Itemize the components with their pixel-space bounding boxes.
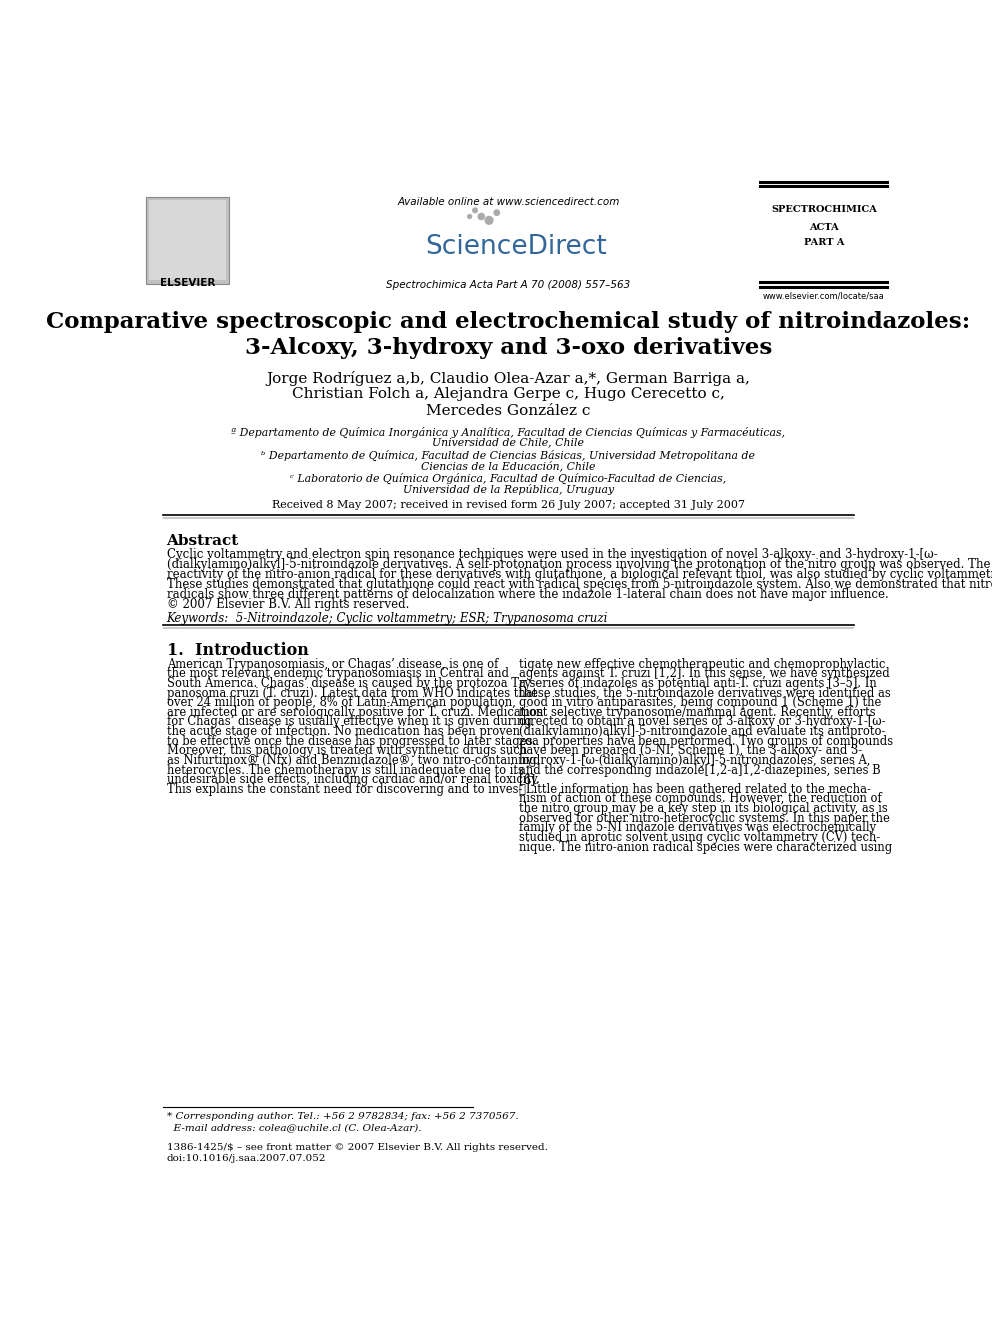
Text: good in vitro antiparasites, being compound 1 (Scheme 1) the: good in vitro antiparasites, being compo… xyxy=(519,696,882,709)
Text: as Nifurtimox® (Nfx) and Benznidazole®, two nitro-containing: as Nifurtimox® (Nfx) and Benznidazole®, … xyxy=(167,754,537,767)
Text: doi:10.1016/j.saa.2007.07.052: doi:10.1016/j.saa.2007.07.052 xyxy=(167,1154,326,1163)
Text: directed to obtain a novel series of 3-alkoxy or 3-hydroxy-1-[ω-: directed to obtain a novel series of 3-a… xyxy=(519,716,886,729)
Circle shape xyxy=(494,210,500,216)
Text: These studies demonstrated that glutathione could react with radical species fro: These studies demonstrated that glutathi… xyxy=(167,578,992,591)
Text: the most relevant endemic trypanosomiasis in Central and: the most relevant endemic trypanosomiasi… xyxy=(167,667,509,680)
Text: 1.  Introduction: 1. Introduction xyxy=(167,643,309,659)
Text: Jorge Rodríguez a,b, Claudio Olea-Azar a,*, German Barriga a,: Jorge Rodríguez a,b, Claudio Olea-Azar a… xyxy=(267,370,750,385)
Text: Keywords:  5-Nitroindazole; Cyclic voltammetry; ESR; Trypanosoma cruzi: Keywords: 5-Nitroindazole; Cyclic voltam… xyxy=(167,611,608,624)
Text: Received 8 May 2007; received in revised form 26 July 2007; accepted 31 July 200: Received 8 May 2007; received in revised… xyxy=(272,500,745,509)
Text: Comparative spectroscopic and electrochemical study of nitroindazoles:: Comparative spectroscopic and electroche… xyxy=(47,311,970,333)
Text: panosoma cruzi (T. cruzi). Latest data from WHO indicates that: panosoma cruzi (T. cruzi). Latest data f… xyxy=(167,687,537,700)
Text: radicals show three different patterns of delocalization where the indazole 1-la: radicals show three different patterns o… xyxy=(167,589,889,602)
FancyBboxPatch shape xyxy=(146,197,229,283)
Text: (dialkylamino)alkyl]-5-nitroindazole and evaluate its antiproto-: (dialkylamino)alkyl]-5-nitroindazole and… xyxy=(519,725,886,738)
Text: © 2007 Elsevier B.V. All rights reserved.: © 2007 Elsevier B.V. All rights reserved… xyxy=(167,598,409,611)
Circle shape xyxy=(467,214,471,218)
Text: www.elsevier.com/locate/saa: www.elsevier.com/locate/saa xyxy=(763,291,885,300)
Text: family of the 5-NI indazole derivatives was electrochemically: family of the 5-NI indazole derivatives … xyxy=(519,822,876,835)
Text: zoa properties have been performed. Two groups of compounds: zoa properties have been performed. Two … xyxy=(519,734,894,747)
Text: South America. Chagas’ disease is caused by the protozoa Try-: South America. Chagas’ disease is caused… xyxy=(167,677,535,691)
Text: nism of action of these compounds. However, the reduction of: nism of action of these compounds. Howev… xyxy=(519,792,882,806)
Text: tigate new effective chemotherapeutic and chemoprophylactic: tigate new effective chemotherapeutic an… xyxy=(519,658,886,671)
Text: a series of indazoles as potential anti-T. cruzi agents [3–5]. In: a series of indazoles as potential anti-… xyxy=(519,677,877,691)
Text: Available online at www.sciencedirect.com: Available online at www.sciencedirect.co… xyxy=(397,197,620,208)
FancyBboxPatch shape xyxy=(149,200,226,280)
Text: Ciencias de la Educación, Chile: Ciencias de la Educación, Chile xyxy=(422,460,595,471)
Text: most selective trypanosome/mammal agent. Recently, efforts: most selective trypanosome/mammal agent.… xyxy=(519,706,876,718)
Text: observed for other nitro-heterocyclic systems. In this paper the: observed for other nitro-heterocyclic sy… xyxy=(519,812,890,824)
Text: 3-Alcoxy, 3-hydroxy and 3-oxo derivatives: 3-Alcoxy, 3-hydroxy and 3-oxo derivative… xyxy=(245,337,772,360)
Text: SPECTROCHIMICA: SPECTROCHIMICA xyxy=(771,205,877,214)
Text: Moreover, this pathology is treated with synthetic drugs such: Moreover, this pathology is treated with… xyxy=(167,745,527,757)
Text: have been prepared (5-NI, Scheme 1), the 3-alkoxy- and 3-: have been prepared (5-NI, Scheme 1), the… xyxy=(519,745,862,757)
Text: Christian Folch a, Alejandra Gerpe c, Hugo Cerecetto c,: Christian Folch a, Alejandra Gerpe c, Hu… xyxy=(292,388,725,401)
Text: Spectrochimica Acta Part A 70 (2008) 557–563: Spectrochimica Acta Part A 70 (2008) 557… xyxy=(386,280,631,291)
Text: ª Departamento de Química Inorgánica y Analítica, Facultad de Ciencias Químicas : ª Departamento de Química Inorgánica y A… xyxy=(231,427,786,438)
Text: heterocycles. The chemotherapy is still inadequate due to its: heterocycles. The chemotherapy is still … xyxy=(167,763,524,777)
Text: * Corresponding author. Tel.: +56 2 9782834; fax: +56 2 7370567.: * Corresponding author. Tel.: +56 2 9782… xyxy=(167,1113,518,1121)
Text: [6].: [6]. xyxy=(519,773,540,786)
Text: This explains the constant need for discovering and to inves-: This explains the constant need for disc… xyxy=(167,783,522,796)
Text: 1386-1425/$ – see front matter © 2007 Elsevier B.V. All rights reserved.: 1386-1425/$ – see front matter © 2007 El… xyxy=(167,1143,548,1152)
Text: ᶜ Laboratorio de Química Orgánica, Facultad de Químico-Facultad de Ciencias,: ᶜ Laboratorio de Química Orgánica, Facul… xyxy=(291,472,726,484)
Text: the acute stage of infection. No medication has been proven: the acute stage of infection. No medicat… xyxy=(167,725,520,738)
Circle shape xyxy=(473,208,477,213)
Text: (dialkylamino)alkyl]-5-nitroindazole derivatives. A self-protonation process inv: (dialkylamino)alkyl]-5-nitroindazole der… xyxy=(167,558,990,572)
Text: E-mail address: colea@uchile.cl (C. Olea-Azar).: E-mail address: colea@uchile.cl (C. Olea… xyxy=(167,1123,422,1131)
Text: agents against T. cruzi [1,2]. In this sense, we have synthesized: agents against T. cruzi [1,2]. In this s… xyxy=(519,667,890,680)
Text: hydroxy-1-[ω-(dialkylamino)alkyl]-5-nitroindazoles, series A,: hydroxy-1-[ω-(dialkylamino)alkyl]-5-nitr… xyxy=(519,754,871,767)
Text: reactivity of the nitro-anion radical for these derivatives with glutathione, a : reactivity of the nitro-anion radical fo… xyxy=(167,569,992,581)
Text: for Chagas’ disease is usually effective when it is given during: for Chagas’ disease is usually effective… xyxy=(167,716,532,729)
Text: the nitro group may be a key step in its biological activity, as is: the nitro group may be a key step in its… xyxy=(519,802,888,815)
Text: ScienceDirect: ScienceDirect xyxy=(426,234,607,261)
Text: Little information has been gathered related to the mecha-: Little information has been gathered rel… xyxy=(519,783,871,796)
Text: are infected or are serologically positive for T. cruzi. Medication: are infected or are serologically positi… xyxy=(167,706,543,718)
Text: American Trypanosomiasis, or Chagas’ disease, is one of: American Trypanosomiasis, or Chagas’ dis… xyxy=(167,658,498,671)
Text: and the corresponding indazole[1,2-a]1,2-diazepines, series B: and the corresponding indazole[1,2-a]1,2… xyxy=(519,763,881,777)
Circle shape xyxy=(485,217,493,224)
Text: studied in aprotic solvent using cyclic voltammetry (CV) tech-: studied in aprotic solvent using cyclic … xyxy=(519,831,881,844)
Circle shape xyxy=(478,213,484,220)
Text: these studies, the 5-nitroindazole derivatives were identified as: these studies, the 5-nitroindazole deriv… xyxy=(519,687,891,700)
Text: Universidad de Chile, Chile: Universidad de Chile, Chile xyxy=(433,438,584,447)
Text: ELSEVIER: ELSEVIER xyxy=(160,278,215,288)
Text: nique. The nitro-anion radical species were characterized using: nique. The nitro-anion radical species w… xyxy=(519,840,893,853)
Text: Universidad de la República, Uruguay: Universidad de la República, Uruguay xyxy=(403,484,614,495)
Text: to be effective once the disease has progressed to later stages.: to be effective once the disease has pro… xyxy=(167,734,536,747)
Text: Mercedes González c: Mercedes González c xyxy=(427,405,590,418)
Text: Cyclic voltammetry and electron spin resonance techniques were used in the inves: Cyclic voltammetry and electron spin res… xyxy=(167,548,937,561)
Text: Abstract: Abstract xyxy=(167,533,239,548)
Text: PART A: PART A xyxy=(804,238,844,247)
Text: over 24 million of people, 8% of Latin-American population,: over 24 million of people, 8% of Latin-A… xyxy=(167,696,516,709)
Text: undesirable side effects, including cardiac and/or renal toxicity.: undesirable side effects, including card… xyxy=(167,773,540,786)
Text: ᵇ Departamento de Química, Facultad de Ciencias Básicas, Universidad Metropolita: ᵇ Departamento de Química, Facultad de C… xyxy=(262,450,755,460)
Text: ACTA: ACTA xyxy=(808,222,838,232)
